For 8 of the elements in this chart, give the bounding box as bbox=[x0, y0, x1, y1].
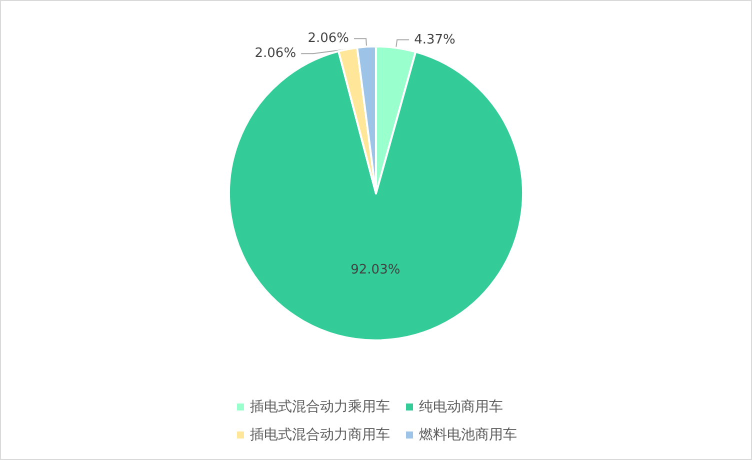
legend-label: 插电式混合动力商用车 bbox=[250, 427, 390, 443]
legend-label: 插电式混合动力乘用车 bbox=[250, 399, 390, 415]
legend-label: 纯电动商用车 bbox=[419, 399, 503, 415]
data-label: 2.06% bbox=[308, 31, 350, 46]
data-label: 92.03% bbox=[350, 262, 400, 278]
legend-label: 燃料电池商用车 bbox=[419, 427, 517, 443]
data-label: 4.37% bbox=[414, 32, 456, 48]
data-label: 2.06% bbox=[254, 46, 296, 62]
